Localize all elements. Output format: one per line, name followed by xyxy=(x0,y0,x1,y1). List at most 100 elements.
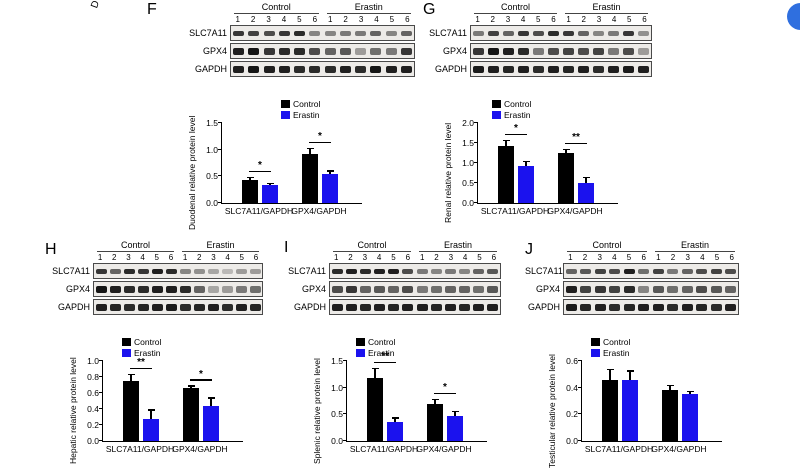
legend-swatch-control xyxy=(591,337,600,346)
wb-band xyxy=(388,285,400,293)
band-lane-group xyxy=(415,300,500,314)
blot-row-label: SLC7A11 xyxy=(189,28,227,38)
wb-band xyxy=(725,285,737,293)
error-bar-cap xyxy=(626,370,634,372)
lane-number: 3 xyxy=(505,15,511,24)
significance-stars: * xyxy=(199,368,203,380)
bar-control-gpx4/gapdh xyxy=(662,390,678,441)
blot-row-gpx4: GPX4 xyxy=(8,281,263,297)
wb-band xyxy=(578,65,589,73)
wb-band xyxy=(548,30,559,36)
lane-number: 4 xyxy=(700,253,705,262)
x-category-label: SLC7A11/GAPDH xyxy=(224,206,294,216)
error-bar xyxy=(269,184,271,186)
wb-band xyxy=(638,65,649,73)
lane-number: 6 xyxy=(729,253,734,262)
band-lane-group xyxy=(564,264,651,278)
wb-band xyxy=(565,268,577,274)
lane-number: 3 xyxy=(358,15,364,24)
legend-swatch-erastin xyxy=(492,110,501,119)
legend-item-control: Control xyxy=(356,336,506,347)
band-lane-group xyxy=(561,62,651,76)
wb-band xyxy=(473,65,484,73)
wb-band xyxy=(638,303,650,311)
y-tick-label: 0.0 xyxy=(206,198,218,208)
band-lane-group xyxy=(178,264,262,278)
wb-band xyxy=(487,303,499,311)
error-bar xyxy=(309,149,311,154)
significance-stars: * xyxy=(514,123,518,134)
error-bar-cap xyxy=(606,369,614,371)
bar-erastin-slc7a11/gapdh xyxy=(143,418,159,441)
legend-label: Control xyxy=(134,336,162,347)
wb-band xyxy=(248,47,260,55)
lane-number: 4 xyxy=(374,15,379,24)
y-tick-mark xyxy=(99,360,103,361)
lane-number: 1 xyxy=(97,253,103,262)
bar-control-slc7a11/gapdh xyxy=(367,378,383,441)
y-tick-mark xyxy=(99,408,103,409)
blot-row-label: GAPDH xyxy=(434,64,467,74)
x-category-label: SLC7A11/GAPDH xyxy=(584,444,654,454)
condition-label-text: Control xyxy=(357,240,387,250)
bar-control-gpx4/gapdh xyxy=(558,153,574,203)
wb-band xyxy=(355,30,367,36)
wb-band xyxy=(710,303,722,311)
legend-swatch-control xyxy=(492,99,501,108)
legend-item-erastin: Erastin xyxy=(122,347,262,358)
wb-band xyxy=(416,285,428,293)
wb-band xyxy=(609,285,621,293)
wb-band xyxy=(370,30,382,36)
lane-number: 5 xyxy=(626,253,632,262)
page-corner-badge-icon xyxy=(787,3,800,30)
wb-band xyxy=(725,268,737,274)
wb-band xyxy=(609,268,621,274)
condition-label-text: Erastin xyxy=(680,240,709,250)
lane-number: 2 xyxy=(250,15,256,24)
wb-band xyxy=(667,268,679,274)
condition-overline xyxy=(567,251,647,252)
wb-band xyxy=(608,30,619,36)
significance-stars: ** xyxy=(137,357,145,369)
wb-band xyxy=(278,47,290,55)
y-axis-label: Renal relative protein level xyxy=(443,122,453,224)
chart-body: Hepatic relative protein level 0.0 0.2 0.4 0… xyxy=(68,357,262,475)
wb-band xyxy=(331,268,343,274)
bar-control-slc7a11/gapdh xyxy=(242,180,258,203)
y-tick-mark xyxy=(99,392,103,393)
error-bar-cap xyxy=(451,411,459,413)
error-bar-cap xyxy=(431,398,439,400)
legend-item-control: Control xyxy=(281,98,381,109)
y-tick-label: 0.5 xyxy=(206,171,218,182)
y-tick-label: 1.5 xyxy=(206,118,218,128)
lane-number: 1 xyxy=(566,15,571,24)
lane-number: 2 xyxy=(112,253,117,262)
wb-band xyxy=(331,303,343,311)
y-tick-mark xyxy=(578,440,582,441)
condition-label: Erastin xyxy=(323,2,416,14)
y-tick-mark xyxy=(218,202,222,203)
band-lane-group xyxy=(231,44,323,58)
bar-chart: Control Erastin Splenic relative protein l… xyxy=(312,336,506,475)
condition-label-text: Control xyxy=(500,2,530,12)
wb-band xyxy=(345,303,357,311)
lane-number: 1 xyxy=(419,253,425,262)
wb-band xyxy=(416,268,428,274)
wb-band xyxy=(488,65,499,73)
wb-band xyxy=(359,303,371,311)
wb-band xyxy=(221,268,233,274)
wb-band xyxy=(580,285,592,293)
plot-area: 0.0 0.5 1.0 1.5 ** * xyxy=(331,352,487,445)
lane-number: 4 xyxy=(612,253,617,262)
bar-erastin-gpx4/gapdh xyxy=(447,416,463,441)
legend-item-erastin: Erastin xyxy=(281,109,381,120)
x-category-label: GPX4/GAPDH xyxy=(651,444,707,454)
error-bar-cap xyxy=(147,409,155,411)
lane-number: 2 xyxy=(490,15,495,24)
